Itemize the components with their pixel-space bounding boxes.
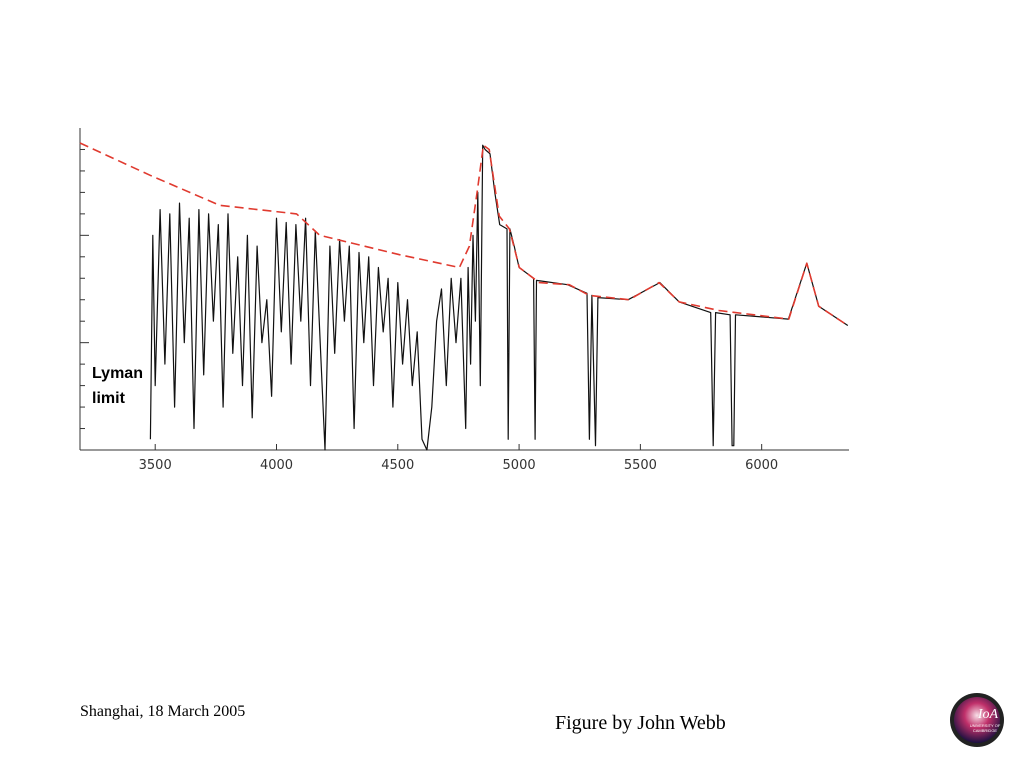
logo-line: CAMBRIDGE — [973, 728, 998, 733]
figure-credit: Figure by John Webb — [555, 712, 726, 734]
x-tick-label: 6000 — [745, 458, 778, 473]
logo: IoA UNIVERSITY OF CAMBRIDGE — [950, 693, 1004, 747]
logo-disc — [954, 697, 1000, 743]
x-tick-label: 5500 — [624, 458, 657, 473]
x-tick-label: 5000 — [503, 458, 536, 473]
logo-line: UNIVERSITY OF — [970, 723, 1001, 728]
series-line — [149, 144, 849, 451]
x-tick-label: 4000 — [260, 458, 293, 473]
annotation: Lyman — [92, 365, 143, 382]
series-line — [79, 142, 849, 327]
footer-left: Shanghai, 18 March 2005 — [80, 703, 245, 720]
x-tick-label: 3500 — [139, 458, 172, 473]
annotation: limit — [92, 390, 126, 407]
x-tick-label: 4500 — [381, 458, 414, 473]
logo-title: IoA — [977, 707, 999, 722]
